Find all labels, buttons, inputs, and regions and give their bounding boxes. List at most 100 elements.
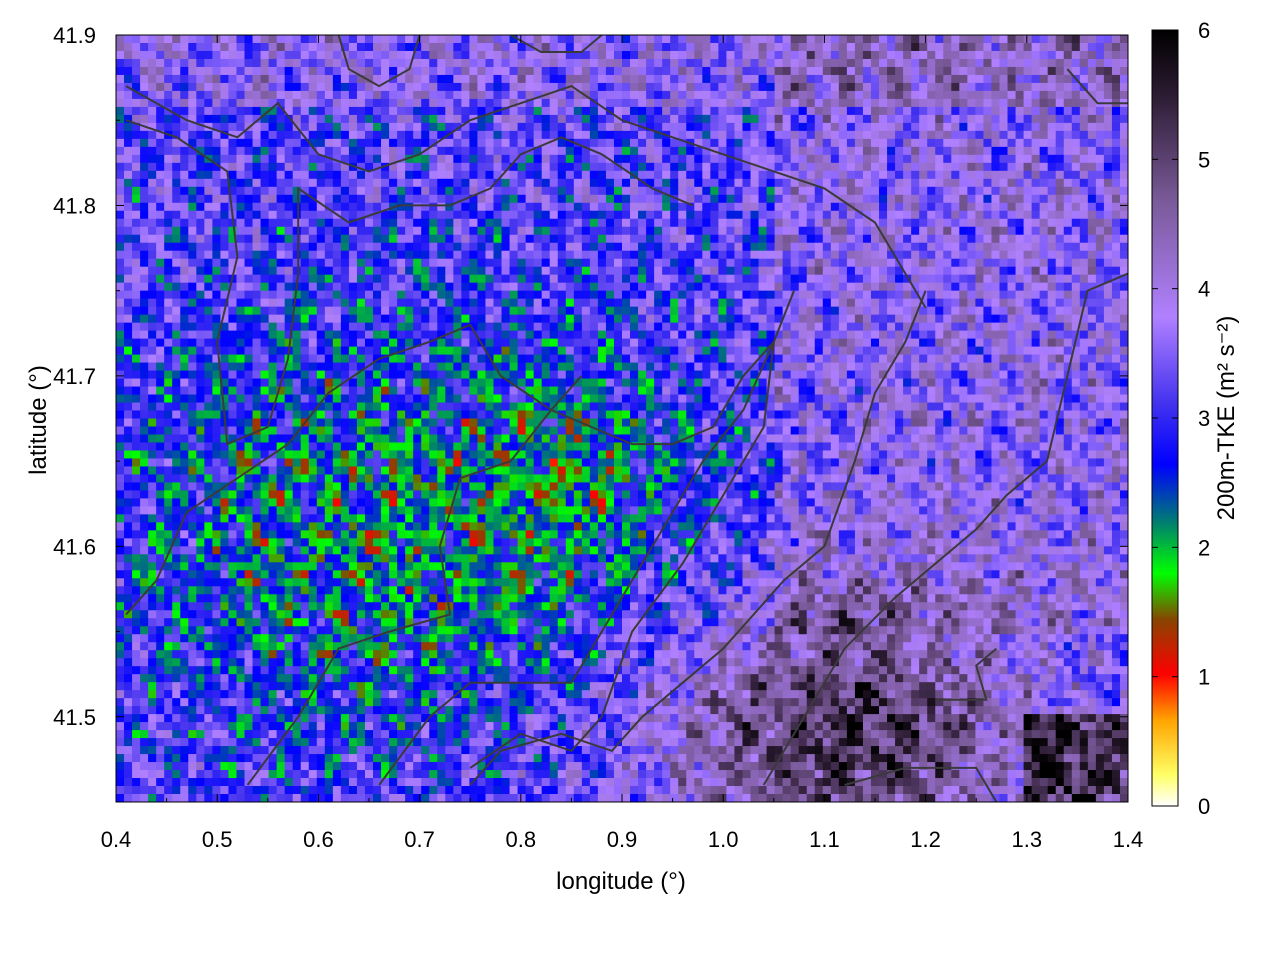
heatmap-cell <box>782 258 792 268</box>
heatmap-cell <box>453 226 462 236</box>
heatmap-cell <box>870 138 880 148</box>
heatmap-cell <box>814 98 824 108</box>
heatmap-cell <box>1087 210 1097 220</box>
heatmap-cell <box>967 298 976 308</box>
heatmap-cell <box>525 122 535 132</box>
heatmap-cell <box>694 346 703 356</box>
heatmap-cell <box>485 338 495 348</box>
heatmap-cell <box>589 74 599 84</box>
heatmap-cell <box>228 330 238 340</box>
heatmap-cell <box>782 122 792 132</box>
heatmap-cell <box>252 218 262 228</box>
heatmap-cell <box>316 274 326 284</box>
heatmap-cell <box>469 274 479 284</box>
heatmap-cell <box>870 290 880 300</box>
heatmap-cell <box>1079 98 1089 108</box>
heatmap-cell <box>284 322 294 332</box>
heatmap-cell <box>525 330 535 340</box>
heatmap-cell <box>445 194 454 204</box>
heatmap-cell <box>364 146 374 156</box>
heatmap-cell <box>758 282 768 292</box>
heatmap-cell <box>694 98 703 108</box>
heatmap-cell <box>798 218 808 228</box>
heatmap-cell <box>806 194 816 204</box>
heatmap-cell <box>959 58 968 68</box>
heatmap-cell <box>445 42 454 52</box>
heatmap-cell <box>541 274 551 284</box>
heatmap-cell <box>220 194 230 204</box>
heatmap-cell <box>694 35 703 44</box>
heatmap-cell <box>1023 202 1033 212</box>
heatmap-cell <box>276 330 286 340</box>
heatmap-cell <box>654 50 663 60</box>
heatmap-cell <box>212 146 222 156</box>
heatmap-cell <box>879 250 888 260</box>
heatmap-cell <box>172 82 181 92</box>
heatmap-cell <box>332 218 342 228</box>
heatmap-cell <box>316 298 326 308</box>
heatmap-cell <box>646 138 655 148</box>
heatmap-cell <box>541 66 551 76</box>
heatmap-cell <box>565 346 575 356</box>
heatmap-cell <box>316 202 326 212</box>
heatmap-cell <box>887 106 896 116</box>
heatmap-cell <box>927 122 936 132</box>
heatmap-cell <box>284 74 294 84</box>
heatmap-cell <box>927 242 936 252</box>
heatmap-cell <box>541 82 551 92</box>
heatmap-cell <box>1087 42 1097 52</box>
heatmap-cell <box>589 122 599 132</box>
heatmap-cell <box>830 210 840 220</box>
heatmap-cell <box>397 298 406 308</box>
heatmap-cell <box>726 250 736 260</box>
heatmap-cell <box>694 58 703 68</box>
heatmap-cell <box>509 42 519 52</box>
heatmap-cell <box>646 306 655 316</box>
heatmap-cell <box>1039 178 1049 188</box>
heatmap-cell <box>1007 186 1017 196</box>
heatmap-cell <box>654 338 663 348</box>
heatmap-cell <box>340 98 350 108</box>
heatmap-cell <box>895 242 904 252</box>
heatmap-cell <box>252 122 262 132</box>
heatmap-cell <box>589 338 599 348</box>
heatmap-cell <box>389 346 398 356</box>
heatmap-cell <box>830 306 840 316</box>
heatmap-cell <box>541 154 551 164</box>
heatmap-cell <box>654 266 663 276</box>
heatmap-cell <box>364 58 374 68</box>
heatmap-cell <box>469 338 479 348</box>
heatmap-cell <box>630 282 639 292</box>
heatmap-cell <box>806 314 816 324</box>
heatmap-cell <box>541 210 551 220</box>
heatmap-cell <box>887 226 896 236</box>
heatmap-cell <box>670 82 679 92</box>
heatmap-cell <box>373 258 382 268</box>
heatmap-cell <box>196 346 205 356</box>
heatmap-cell <box>212 178 222 188</box>
heatmap-cell <box>1095 266 1105 276</box>
heatmap-cell <box>694 42 703 52</box>
heatmap-cell <box>381 194 390 204</box>
heatmap-cell <box>1063 298 1073 308</box>
heatmap-cell <box>927 194 936 204</box>
heatmap-cell <box>477 290 487 300</box>
heatmap-cell <box>180 154 189 164</box>
heatmap-cell <box>212 42 222 52</box>
heatmap-cell <box>132 162 141 172</box>
heatmap-cell <box>373 170 382 180</box>
heatmap-cell <box>300 106 310 116</box>
heatmap-cell <box>421 290 430 300</box>
heatmap-cell <box>509 282 519 292</box>
heatmap-cell <box>581 106 591 116</box>
heatmap-cell <box>838 306 848 316</box>
heatmap-cell <box>397 146 406 156</box>
heatmap-cell <box>477 322 487 332</box>
heatmap-cell <box>300 338 310 348</box>
heatmap-cell <box>774 226 784 236</box>
heatmap-cell <box>935 58 944 68</box>
heatmap-cell <box>710 42 719 52</box>
heatmap-cell <box>758 42 768 52</box>
heatmap-cell <box>694 274 703 284</box>
heatmap-cell <box>870 154 880 164</box>
